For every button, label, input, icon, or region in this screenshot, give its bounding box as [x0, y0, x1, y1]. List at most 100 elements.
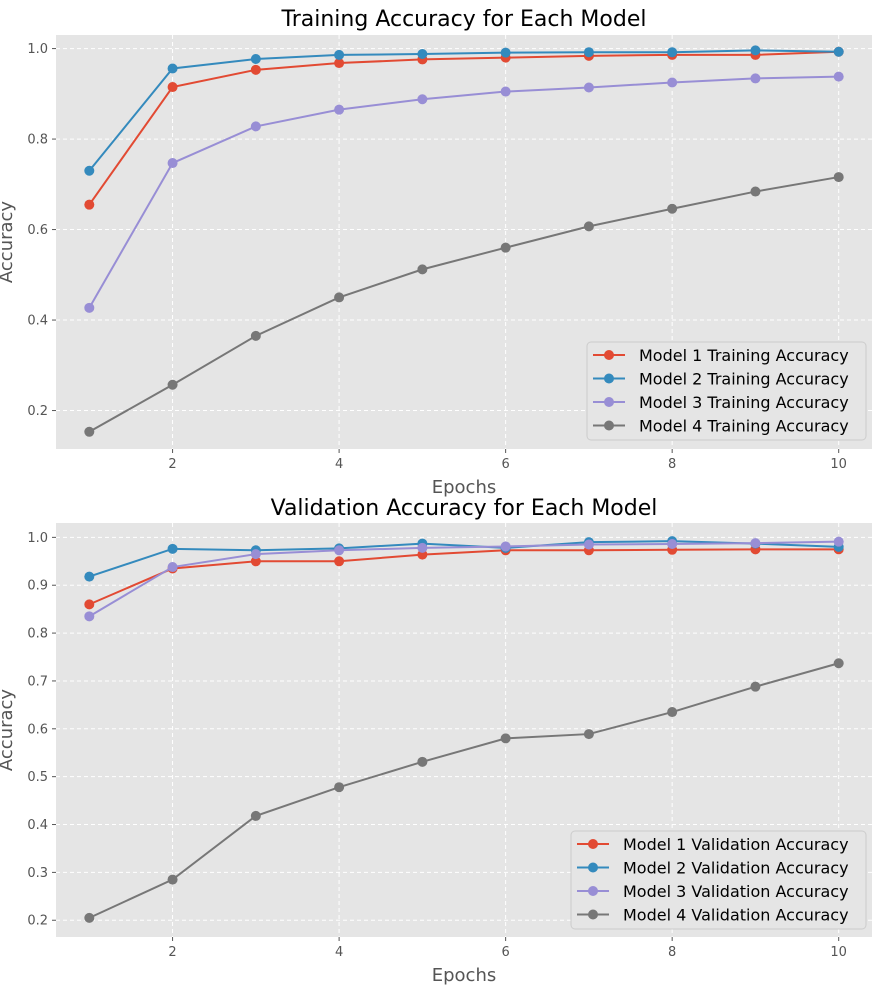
y-tick-label: 0.9 [27, 579, 48, 594]
data-point [417, 94, 428, 105]
data-point [750, 538, 761, 549]
x-tick-label: 6 [501, 457, 509, 472]
legend-entry: Model 4 Validation Accuracy [577, 906, 849, 925]
validation-accuracy-chart: Validation Accuracy for Each Model 2 4 6 8 1… [0, 496, 872, 986]
data-point [583, 539, 594, 550]
data-point [500, 47, 511, 58]
legend-label: Model 1 Training Accuracy [639, 346, 849, 365]
y-tick-label: 0.8 [27, 627, 48, 642]
data-point [167, 82, 178, 93]
data-point [833, 172, 844, 183]
x-tick-label: 2 [168, 945, 176, 960]
training-legend: Model 1 Training Accuracy Model 2 Trainin… [586, 341, 867, 441]
series-line [88, 49, 839, 172]
data-point [167, 63, 178, 74]
validation-y-ticks: 0.2 0.3 0.4 0.5 0.6 0.7 0.8 0.9 1.0 [27, 531, 56, 929]
series-4 [84, 658, 844, 923]
data-point [667, 47, 678, 58]
data-point [583, 82, 594, 93]
legend-marker [604, 420, 614, 431]
validation-legend: Model 1 Validation Accuracy Model 2 Valid… [570, 830, 867, 930]
data-point [334, 104, 345, 115]
data-point [334, 49, 345, 60]
data-point [583, 221, 594, 232]
series-line [88, 662, 839, 919]
data-point [583, 47, 594, 58]
data-point [167, 543, 178, 554]
y-tick-label: 0.8 [27, 133, 48, 148]
data-point [750, 45, 761, 56]
data-point [500, 86, 511, 97]
validation-y-axis-label: Accuracy [0, 689, 17, 772]
legend-entry: Model 1 Training Accuracy [593, 346, 849, 365]
y-tick-label: 0.6 [27, 722, 48, 737]
y-tick-label: 0.4 [27, 818, 48, 833]
data-point [500, 242, 511, 253]
training-legend-box [586, 341, 867, 441]
series-line [88, 176, 839, 433]
validation-chart-title: Validation Accuracy for Each Model [271, 496, 658, 521]
y-tick-label: 0.7 [27, 674, 48, 689]
legend-marker [604, 397, 614, 407]
data-point [334, 58, 345, 69]
legend-marker [588, 909, 598, 920]
series-line [88, 540, 839, 618]
data-point [750, 73, 761, 84]
data-point [250, 549, 261, 560]
legend-label: Model 4 Training Accuracy [639, 417, 849, 436]
legend-label: Model 3 Validation Accuracy [623, 882, 849, 901]
y-tick-label: 0.2 [27, 914, 48, 929]
data-point [167, 379, 178, 390]
series-3 [84, 536, 844, 622]
legend-label: Model 4 Validation Accuracy [623, 906, 849, 925]
data-point [250, 53, 261, 64]
legend-entry: Model 3 Training Accuracy [593, 393, 849, 412]
series-1 [84, 544, 844, 610]
legend-marker [604, 350, 614, 360]
series-2 [84, 45, 844, 176]
training-chart-title: Training Accuracy for Each Model [281, 7, 647, 32]
validation-legend-box [570, 830, 867, 930]
data-point [833, 536, 844, 547]
training-x-ticks: 2 4 6 8 10 [168, 449, 847, 472]
data-point [667, 539, 678, 550]
y-tick-label: 0.4 [27, 314, 48, 329]
data-point [250, 64, 261, 75]
data-point [500, 733, 511, 744]
data-point [167, 874, 178, 885]
validation-x-axis-label: Epochs [432, 965, 497, 986]
x-tick-label: 10 [830, 457, 847, 472]
legend-entry: Model 4 Training Accuracy [593, 417, 849, 436]
validation-x-ticks: 2 4 6 8 10 [168, 937, 847, 960]
legend-marker [588, 839, 598, 849]
data-point [167, 158, 178, 169]
data-point [500, 541, 511, 552]
data-point [84, 571, 95, 582]
data-point [250, 556, 261, 567]
data-point [84, 599, 95, 610]
legend-label: Model 2 Training Accuracy [639, 370, 849, 389]
legend-entry: Model 3 Validation Accuracy [577, 882, 849, 901]
x-tick-label: 10 [830, 945, 847, 960]
series-line [88, 50, 839, 206]
data-point [84, 426, 95, 437]
data-point [417, 264, 428, 275]
x-tick-label: 6 [501, 945, 509, 960]
y-tick-label: 0.5 [27, 770, 48, 785]
data-point [334, 292, 345, 303]
x-tick-label: 2 [168, 457, 176, 472]
training-x-axis-label: Epochs [432, 477, 497, 498]
legend-marker [588, 886, 598, 896]
legend-marker [604, 373, 614, 384]
data-point [750, 186, 761, 197]
legend-entry: Model 2 Training Accuracy [593, 370, 849, 389]
data-point [417, 49, 428, 60]
series-line [88, 540, 839, 578]
x-tick-label: 4 [335, 457, 343, 472]
x-tick-label: 8 [668, 457, 676, 472]
data-point [833, 658, 844, 669]
data-point [417, 542, 428, 553]
legend-marker [588, 862, 598, 873]
